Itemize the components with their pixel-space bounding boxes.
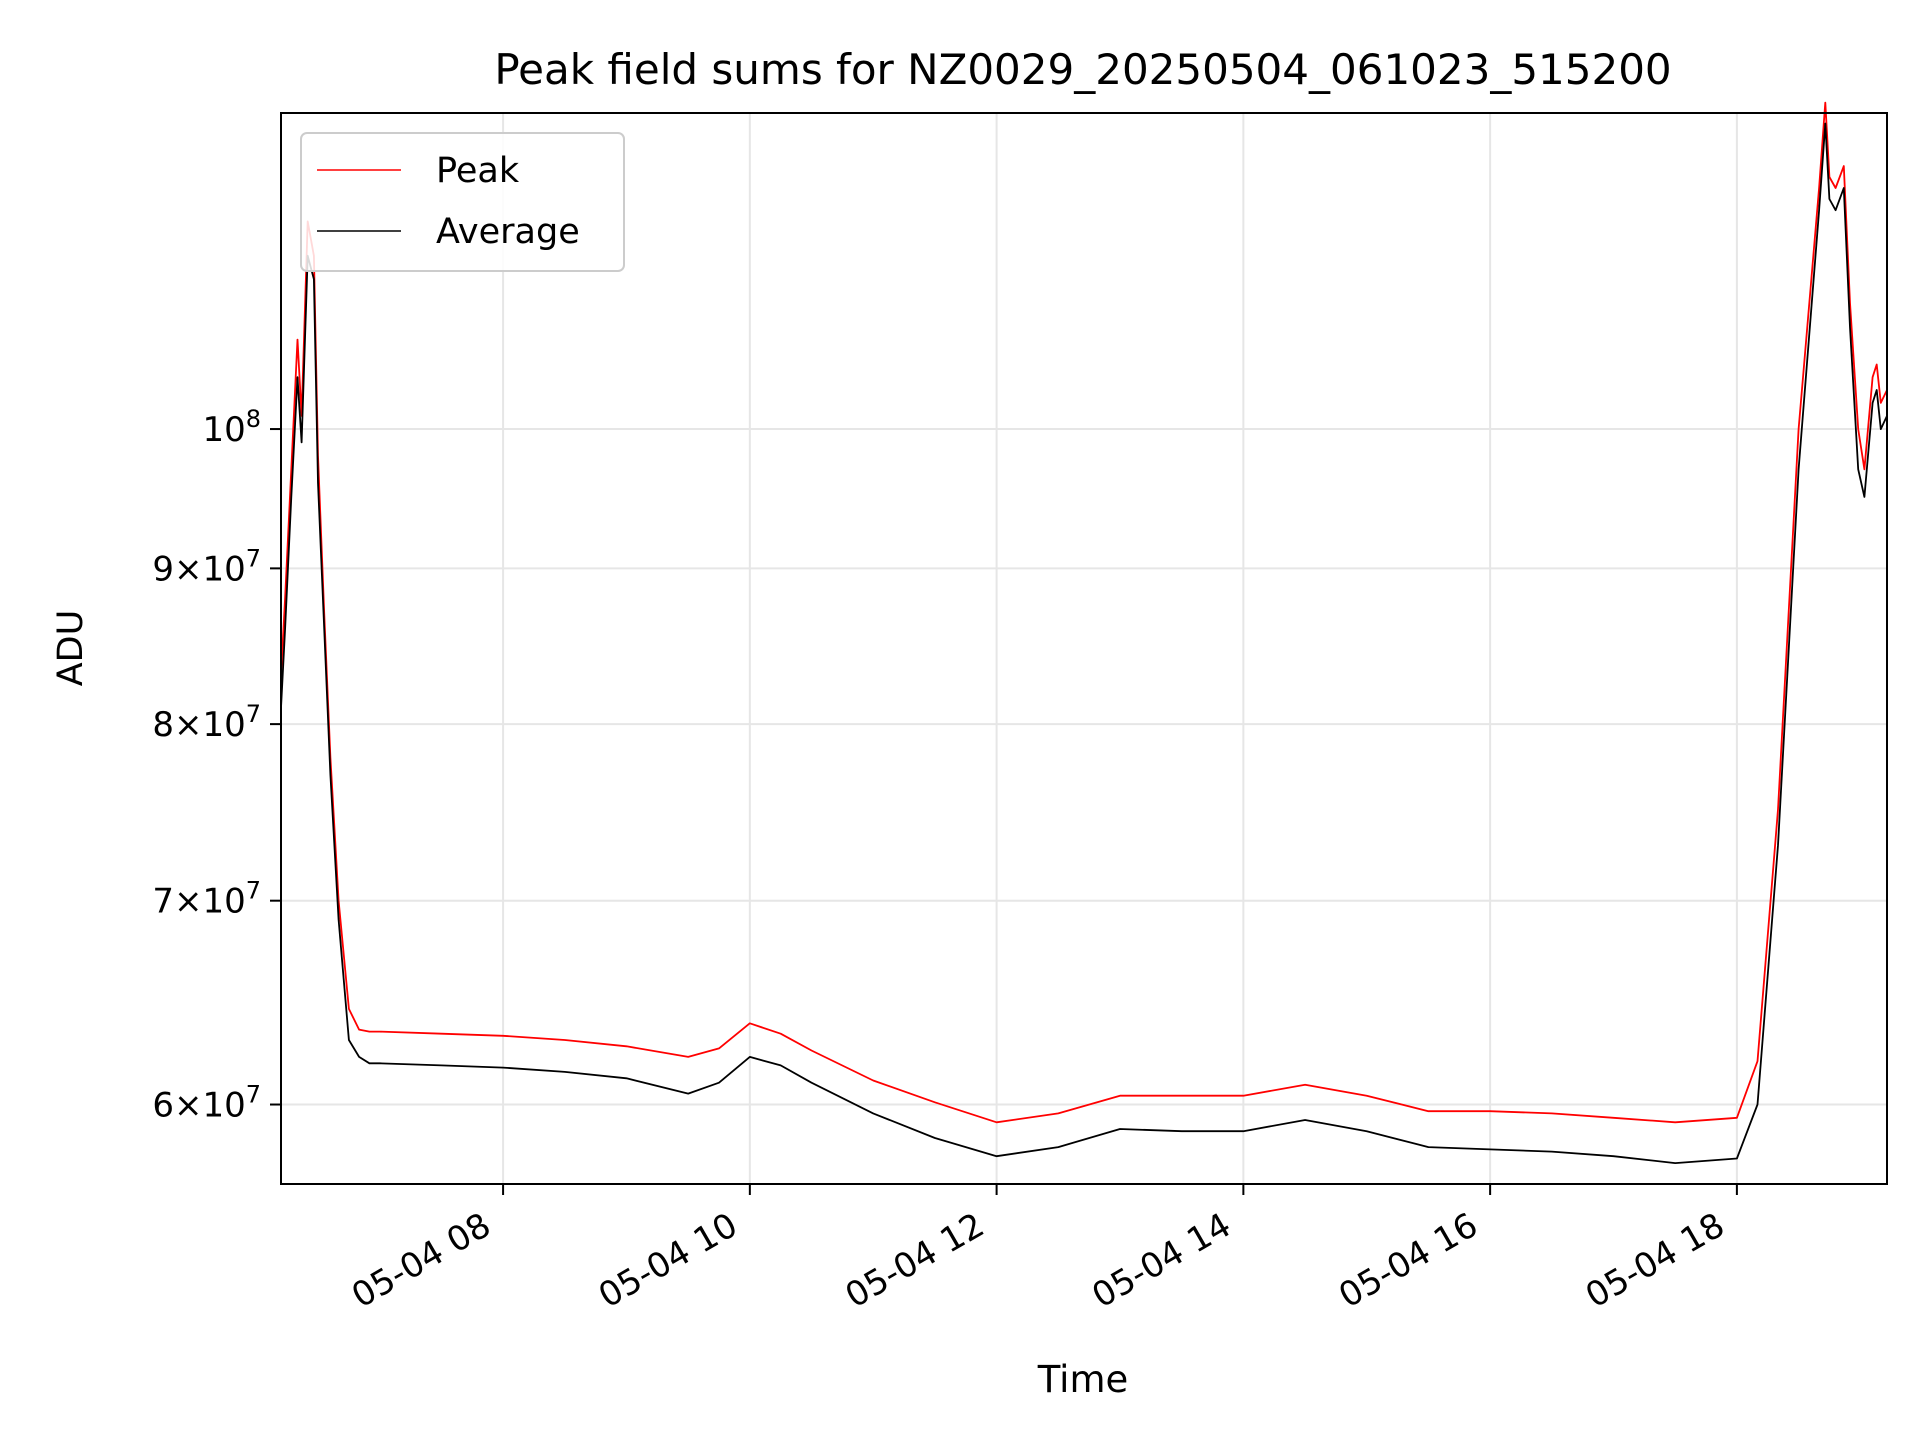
x-axis-label: Time xyxy=(1037,1358,1129,1401)
legend-peak-label: Peak xyxy=(436,151,520,191)
y-axis-label: ADU xyxy=(51,610,91,687)
y-tick-label: 7×107 xyxy=(152,877,261,922)
plot-area-frame xyxy=(280,112,1888,1185)
y-tick-label: 6×107 xyxy=(152,1081,261,1126)
chart-title: Peak field sums for NZ0029_20250504_0610… xyxy=(494,45,1671,94)
legend-box xyxy=(300,132,625,272)
grid-lines xyxy=(281,113,1887,1184)
series-layer xyxy=(280,101,1888,1164)
series-average-line xyxy=(280,122,1888,1164)
legend: Peak Average xyxy=(300,132,625,272)
legend-average-label: Average xyxy=(436,212,580,252)
y-tick-label: 8×107 xyxy=(152,700,261,745)
y-tick-label: 9×107 xyxy=(152,544,261,589)
